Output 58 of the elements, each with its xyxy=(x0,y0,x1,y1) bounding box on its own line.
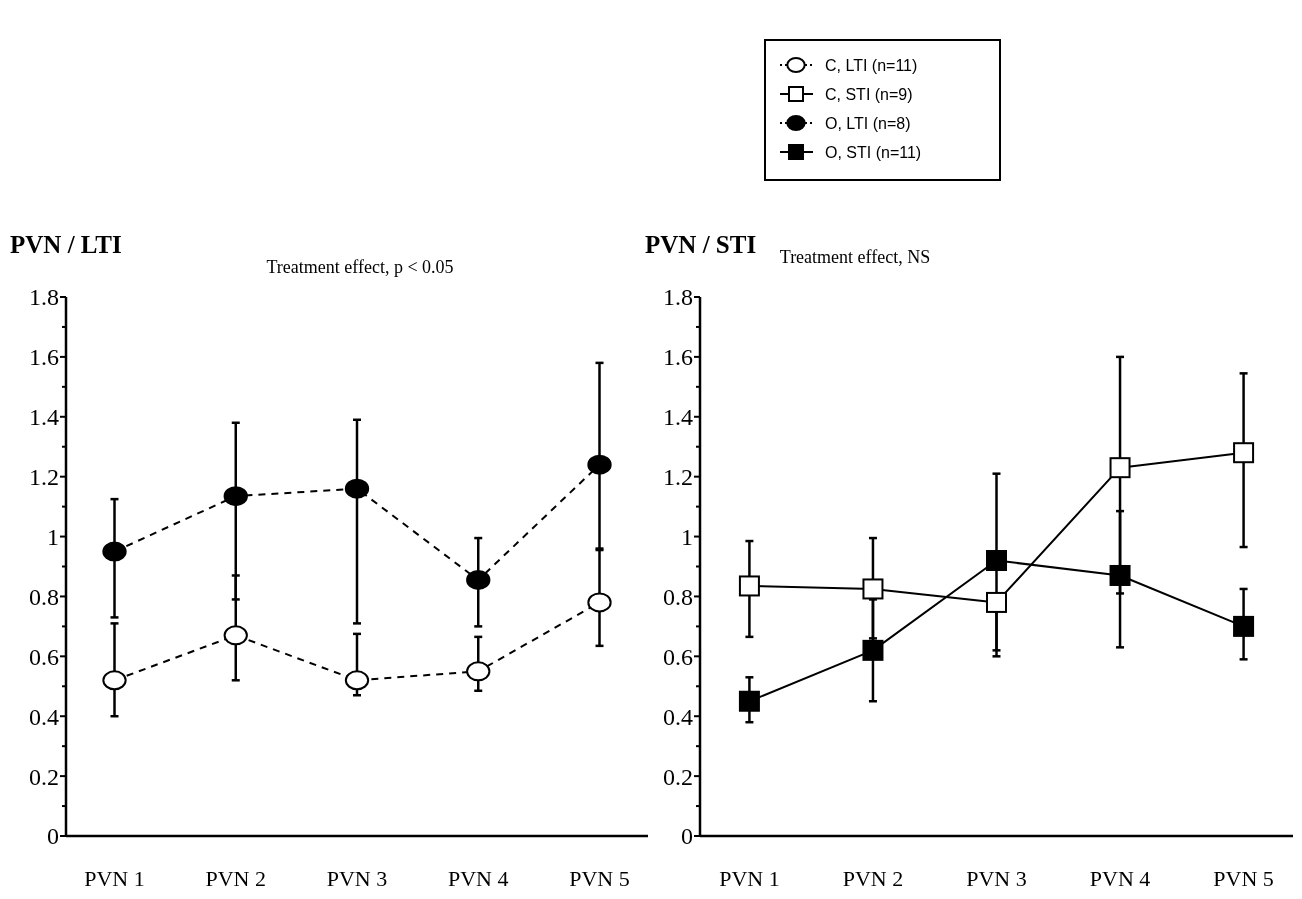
chart-title: PVN / LTI xyxy=(10,231,122,258)
point xyxy=(1109,564,1131,586)
y-tick-label: 0.4 xyxy=(29,703,59,730)
y-tick-label: 1.2 xyxy=(29,464,59,491)
y-tick-label: 0.6 xyxy=(29,643,59,670)
point xyxy=(862,639,884,661)
y-tick-label: 1 xyxy=(681,523,693,550)
point xyxy=(223,486,248,507)
point xyxy=(344,670,370,691)
x-tick-label: PVN 4 xyxy=(1089,866,1151,891)
y-tick-label: 0 xyxy=(681,823,693,850)
point xyxy=(587,592,612,613)
y-tick-label: 0.2 xyxy=(29,763,59,790)
point xyxy=(738,690,760,712)
y-tick-label: 1.6 xyxy=(29,344,59,371)
legend-label: O, STI (n=11) xyxy=(825,143,922,161)
x-tick-label: PVN 2 xyxy=(205,866,267,891)
point xyxy=(102,670,127,691)
y-tick-label: 1.8 xyxy=(663,284,693,311)
point xyxy=(986,550,1007,572)
point xyxy=(1109,457,1131,479)
x-tick-label: PVN 5 xyxy=(1213,866,1274,891)
x-tick-label: PVN 3 xyxy=(966,866,1027,891)
x-tick-label: PVN 3 xyxy=(326,866,388,891)
point xyxy=(1233,615,1255,637)
x-tick-label: PVN 1 xyxy=(84,866,145,891)
y-tick-label: 1.2 xyxy=(663,464,693,491)
y-tick-label: 0.2 xyxy=(663,763,693,790)
point xyxy=(466,661,491,682)
y-tick-label: 1.4 xyxy=(29,404,59,431)
point xyxy=(102,541,127,562)
point xyxy=(986,591,1007,613)
chart-subtitle: Treatment effect, p < 0.05 xyxy=(266,257,454,277)
x-tick-label: PVN 2 xyxy=(842,866,904,891)
legend-label: O, LTI (n=8) xyxy=(825,114,911,132)
chart-title: PVN / STI xyxy=(645,231,757,258)
y-tick-label: 0.4 xyxy=(663,703,693,730)
y-tick-label: 0.8 xyxy=(663,583,693,610)
point xyxy=(466,569,491,590)
y-tick-label: 1.8 xyxy=(29,284,59,311)
point xyxy=(223,625,248,646)
chart-subtitle: Treatment effect, NS xyxy=(779,247,931,267)
y-tick-label: 0.8 xyxy=(29,583,59,610)
x-tick-label: PVN 5 xyxy=(569,866,630,891)
x-tick-label: PVN 1 xyxy=(719,866,780,891)
point xyxy=(344,478,370,499)
point xyxy=(1233,442,1255,464)
point xyxy=(862,578,884,600)
y-tick-label: 1.6 xyxy=(663,344,693,371)
legend-label: C, STI (n=9) xyxy=(825,85,913,103)
y-tick-label: 1 xyxy=(47,523,59,550)
point xyxy=(587,454,612,475)
x-tick-label: PVN 4 xyxy=(447,866,509,891)
legend-label: C, LTI (n=11) xyxy=(825,56,918,74)
y-tick-label: 0.6 xyxy=(663,643,693,670)
point xyxy=(738,575,760,597)
y-tick-label: 0 xyxy=(47,823,59,850)
y-tick-label: 1.4 xyxy=(663,404,693,431)
